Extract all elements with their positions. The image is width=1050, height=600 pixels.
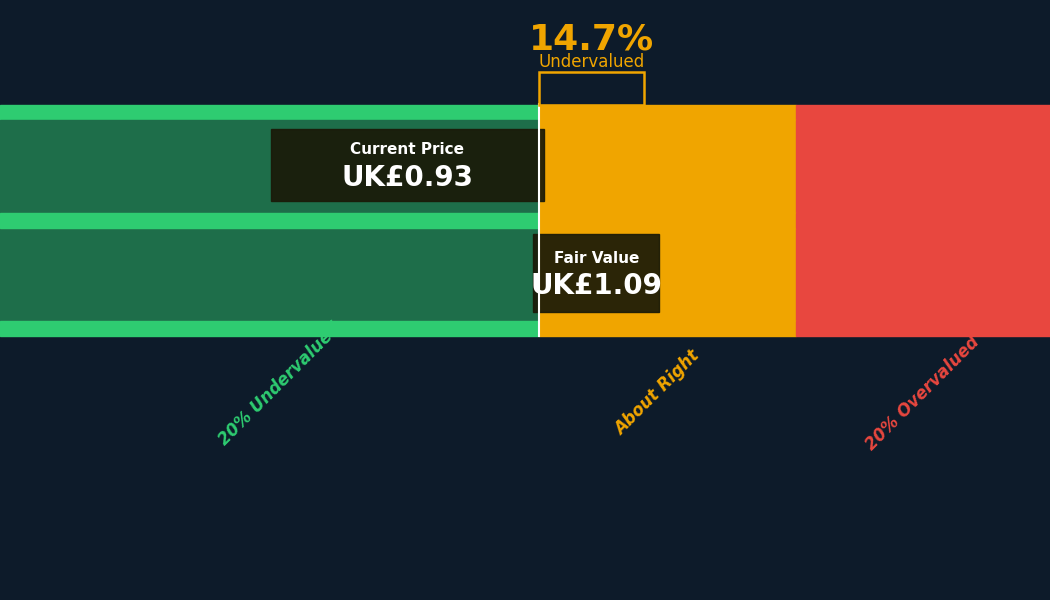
Bar (0, 228, 539, 321)
Bar (796, 321, 1050, 336)
Text: Undervalued: Undervalued (538, 53, 645, 71)
Bar (796, 105, 1050, 120)
Text: 20% Overvalued: 20% Overvalued (862, 332, 984, 454)
Text: UK£0.93: UK£0.93 (341, 164, 474, 192)
Bar (539, 321, 796, 336)
Bar (271, 129, 544, 201)
Bar (0, 213, 539, 228)
Text: Fair Value: Fair Value (553, 251, 639, 265)
Text: Current Price: Current Price (351, 142, 464, 157)
Bar (0, 105, 539, 120)
Bar (539, 105, 796, 120)
Bar (0, 120, 539, 213)
Bar (539, 228, 796, 321)
Bar (796, 228, 1050, 321)
Bar (796, 120, 1050, 213)
Bar (796, 213, 1050, 228)
Text: 14.7%: 14.7% (528, 22, 654, 56)
Bar (539, 213, 796, 228)
Text: About Right: About Right (611, 347, 702, 439)
Text: UK£1.09: UK£1.09 (530, 272, 663, 300)
Bar (533, 234, 659, 312)
Bar (0, 321, 539, 336)
Text: 20% Undervalued: 20% Undervalued (215, 319, 344, 449)
Bar (539, 120, 796, 213)
